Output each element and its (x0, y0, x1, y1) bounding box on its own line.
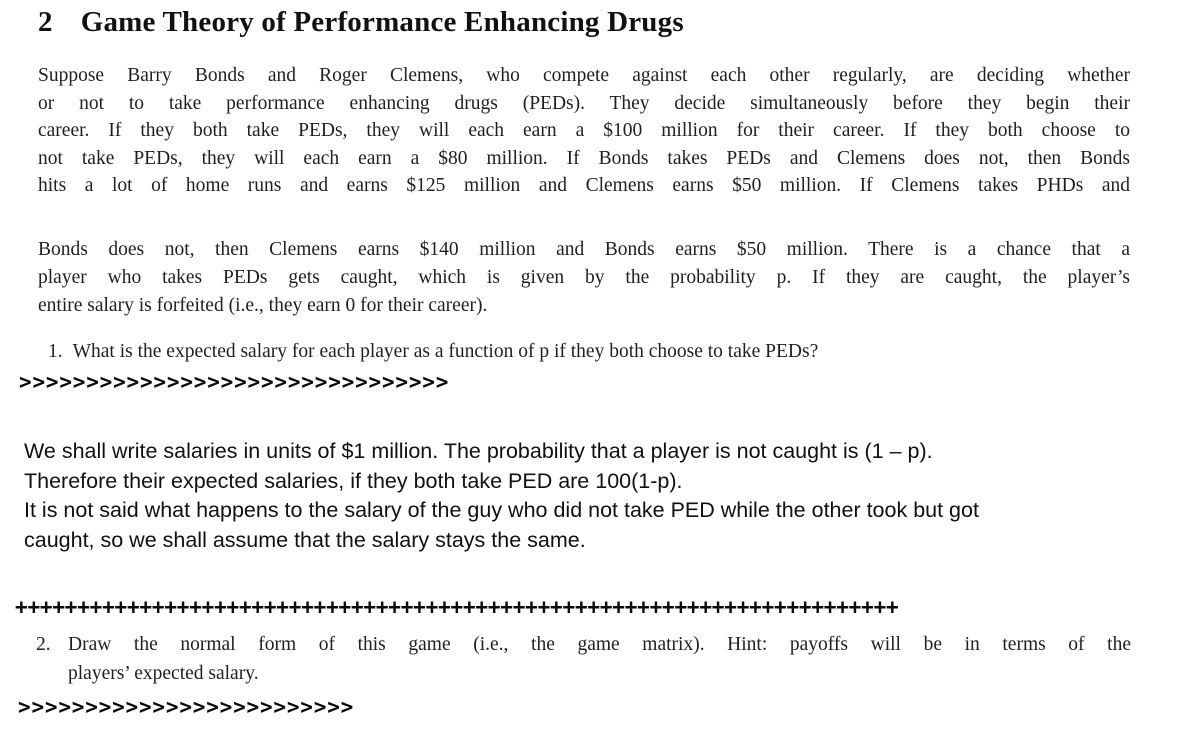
text-line: It is not said what happens to the salar… (24, 498, 979, 522)
text-line: or not to take performance enhancing dru… (38, 92, 1130, 114)
text-line: career. If they both take PEDs, they wil… (38, 120, 1130, 141)
question-2: 2. Draw the normal form of this game (i.… (36, 630, 1131, 688)
text-line: player who takes PEDs gets caught, which… (38, 267, 1130, 288)
question-2-text-line-1: Draw the normal form of this game (i.e.,… (68, 634, 1131, 655)
problem-statement-paragraph-1: Suppose Barry Bonds and Roger Clemens, w… (38, 62, 1130, 200)
section-title: Game Theory of Performance Enhancing Dru… (80, 6, 684, 38)
plus-separator: ++++++++++++++++++++++++++++++++++++++++… (15, 595, 899, 619)
question-2-first-line: 2. Draw the normal form of this game (i.… (36, 630, 1131, 659)
text-line: hits a lot of home runs and earns $125 m… (38, 175, 1130, 196)
question-2-number: 2. (36, 634, 51, 655)
section-heading: 2 Game Theory of Performance Enhancing Dr… (38, 6, 684, 39)
text-line: Therefore their expected salaries, if th… (24, 468, 683, 493)
text-line: caught, so we shall assume that the sala… (24, 527, 586, 552)
text-line: entire salary is forfeited (i.e., they e… (38, 295, 488, 316)
answer-text: We shall write salaries in units of $1 m… (24, 437, 1164, 555)
text-line: We shall write salaries in units of $1 m… (24, 439, 933, 463)
question-1-number: 1. (48, 341, 63, 362)
text-line: Bonds does not, then Clemens earns $140 … (38, 239, 1130, 260)
question-2-text-line-2: players’ expected salary. (68, 663, 259, 684)
answer-start-separator-1: >>>>>>>>>>>>>>>>>>>>>>>>>>>>>>>> (19, 370, 450, 394)
text-line: Suppose Barry Bonds and Roger Clemens, w… (38, 65, 1130, 86)
answer-start-separator-2: >>>>>>>>>>>>>>>>>>>>>>>>> (18, 695, 355, 719)
question-1-text: What is the expected salary for each pla… (72, 341, 819, 362)
text-line: not take PEDs, they will each earn a $80… (38, 147, 1130, 169)
question-1: 1. What is the expected salary for each … (48, 338, 1133, 365)
section-number: 2 (38, 6, 53, 38)
problem-statement-paragraph-2: Bonds does not, then Clemens earns $140 … (38, 236, 1130, 320)
